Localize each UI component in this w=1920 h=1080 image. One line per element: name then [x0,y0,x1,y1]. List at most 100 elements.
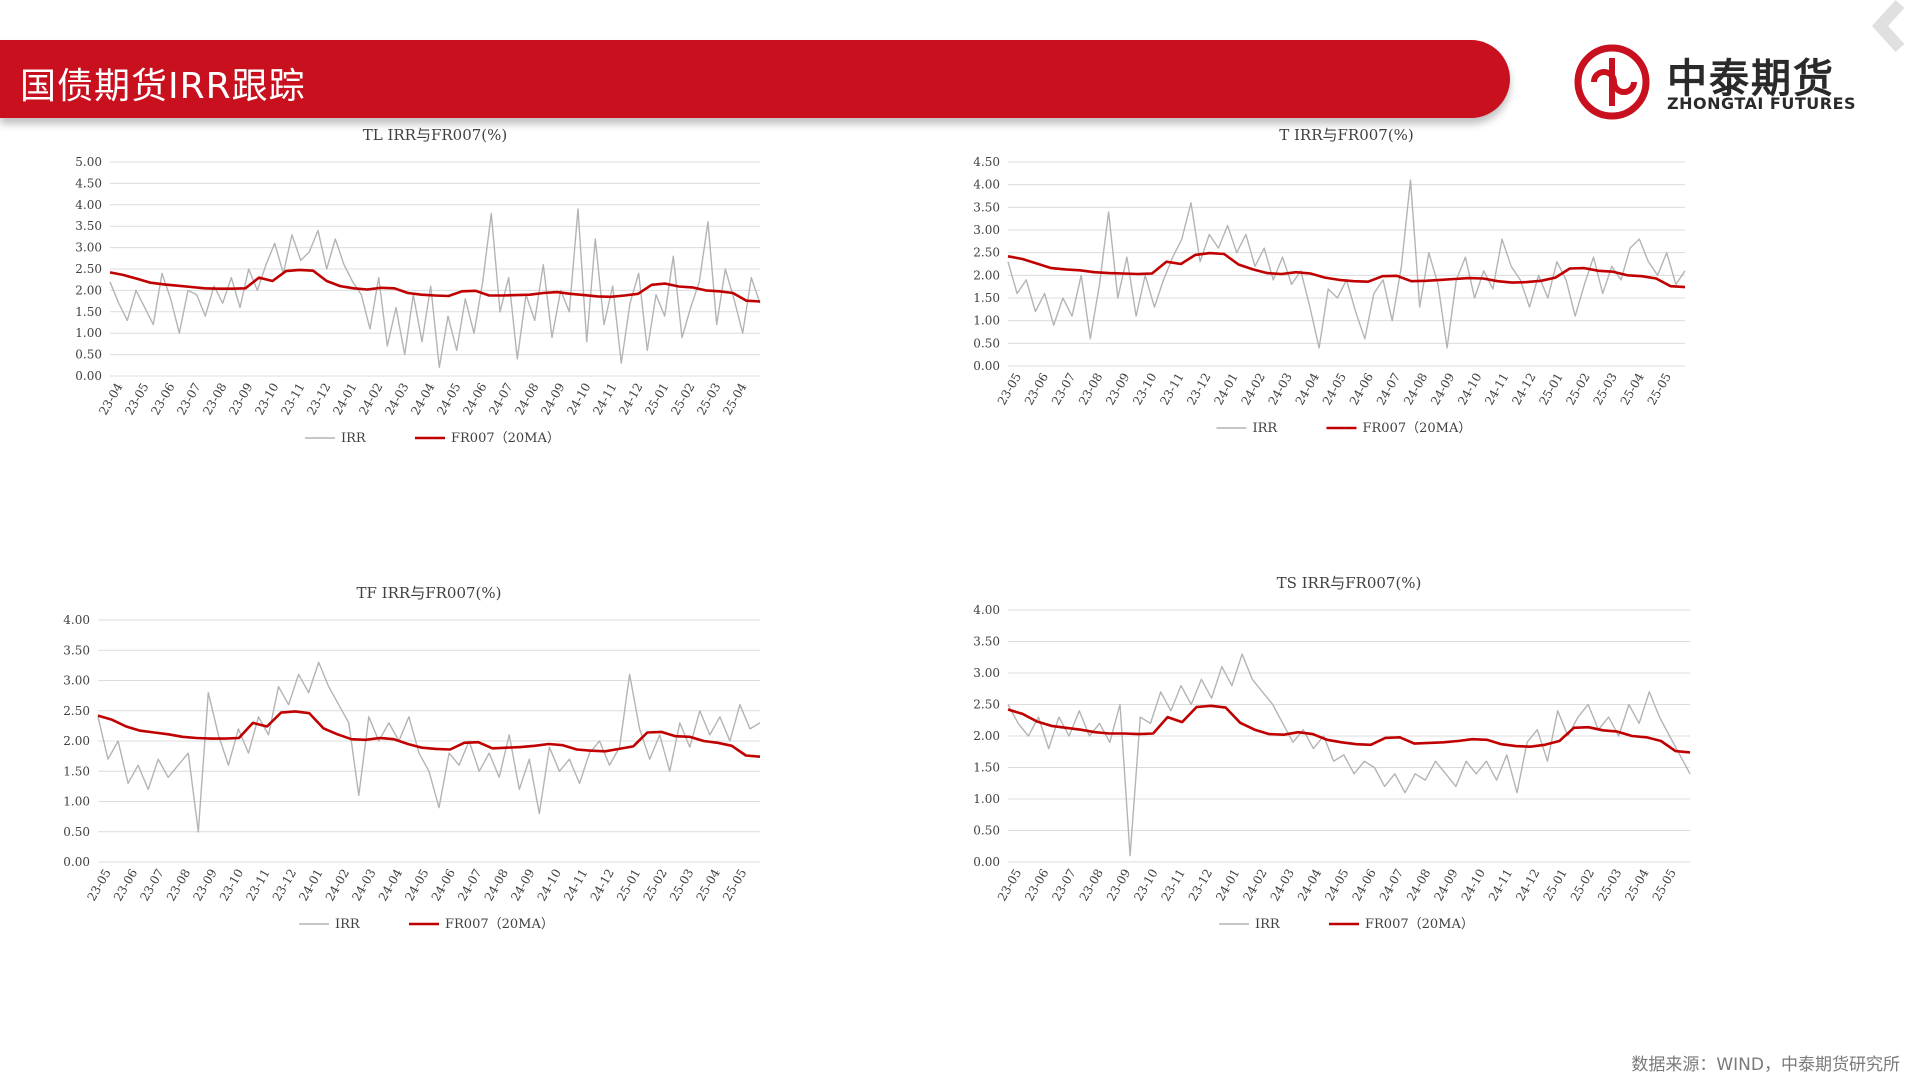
x-tick-label: 23-12 [270,867,299,904]
series-line-irr [97,661,761,833]
x-tick-label: 25-03 [667,867,696,904]
x-tick-label: 24-03 [349,867,378,904]
x-tick-label: 24-01 [296,867,325,904]
x-tick-label: 25-05 [1645,371,1674,408]
legend-label: FR007（20MA） [1363,421,1472,436]
x-tick-label: 23-11 [1158,867,1187,904]
x-tick-label: 23-09 [1104,867,1133,904]
source-note: 数据来源：WIND，中泰期货研究所 [1631,1055,1900,1075]
x-tick-label: 23-06 [1022,867,1051,904]
x-tick-label: 25-03 [1595,867,1624,904]
x-tick-label: 24-05 [402,867,431,904]
x-tick-label: 25-02 [668,381,697,418]
y-tick-label: 2.50 [973,698,1000,712]
x-tick-label: 24-04 [408,380,438,417]
y-tick-label: 2.50 [63,704,90,718]
x-tick-label: 23-06 [111,867,140,904]
x-tick-label: 25-05 [720,867,749,904]
x-tick-label: 24-09 [1431,867,1460,904]
legend-label: IRR [341,431,367,446]
x-tick-label: 23-08 [1076,371,1105,408]
x-tick-label: 24-07 [1377,867,1406,904]
y-tick-label: 5.00 [75,155,102,169]
y-tick-label: 3.50 [973,200,1000,214]
x-tick-label: 23-11 [243,867,272,904]
x-tick-label: 25-04 [693,866,723,903]
x-tick-label: 25-02 [1563,371,1592,408]
x-tick-label: 23-10 [1131,867,1160,904]
x-tick-label: 24-09 [1428,371,1457,408]
y-tick-label: 0.00 [63,855,90,869]
x-tick-label: 24-06 [1349,867,1378,904]
x-tick-label: 23-05 [122,381,151,418]
y-tick-label: 2.00 [63,734,90,748]
x-tick-label: 23-07 [174,381,203,418]
x-tick-label: 24-02 [1240,867,1269,904]
x-tick-label: 23-08 [164,867,193,904]
chart-title: TL IRR与FR007(%) [363,126,508,144]
y-tick-label: 4.00 [75,198,102,212]
logo-text-cn: 中泰期货 [1667,56,1835,102]
x-tick-label: 24-04 [1295,866,1325,903]
x-tick-label: 24-09 [538,381,567,418]
x-tick-label: 23-08 [1077,867,1106,904]
x-tick-label: 24-07 [1374,371,1403,408]
x-tick-label: 24-06 [429,867,458,904]
x-tick-label: 25-01 [614,867,643,904]
header-band [0,40,1510,118]
x-tick-label: 24-02 [1238,371,1267,408]
y-tick-label: 0.00 [973,855,1000,869]
x-tick-label: 23-05 [84,867,113,904]
x-tick-label: 25-01 [642,381,671,418]
x-tick-label: 23-06 [148,381,177,418]
x-tick-label: 25-04 [720,380,750,417]
x-tick-label: 23-05 [995,867,1024,904]
y-tick-label: 0.50 [75,348,102,362]
series-line-irr [1007,653,1691,857]
y-tick-label: 4.00 [63,613,90,627]
logo-text-en: ZHONGTAI FUTURES [1667,94,1857,113]
y-tick-label: 2.00 [973,729,1000,743]
x-tick-label: 24-10 [1455,371,1484,408]
legend-label: IRR [1255,917,1281,932]
x-tick-label: 23-07 [1049,371,1078,408]
series-line-fr007 [109,268,761,303]
legend-label: IRR [1253,421,1279,436]
y-tick-label: 0.50 [973,336,1000,350]
y-tick-label: 4.50 [973,155,1000,169]
x-tick-label: 24-07 [486,381,515,418]
y-tick-label: 1.00 [973,314,1000,328]
y-tick-label: 2.50 [973,246,1000,260]
x-tick-label: 24-07 [455,867,484,904]
y-tick-label: 2.00 [973,268,1000,282]
y-tick-label: 1.00 [973,792,1000,806]
y-tick-label: 0.50 [63,825,90,839]
x-tick-label: 24-02 [323,867,352,904]
y-tick-label: 1.50 [63,764,90,778]
y-tick-label: 1.00 [63,795,90,809]
y-tick-label: 2.50 [75,262,102,276]
x-tick-label: 24-08 [512,381,541,418]
x-tick-label: 24-08 [1401,371,1430,408]
y-tick-label: 0.00 [973,359,1000,373]
x-tick-label: 23-12 [304,381,333,418]
y-tick-label: 1.00 [75,326,102,340]
x-tick-label: 25-01 [1540,867,1569,904]
x-tick-label: 24-05 [434,381,463,418]
x-tick-label: 24-02 [356,381,385,418]
y-tick-label: 4.50 [75,176,102,190]
y-tick-label: 0.00 [75,369,102,383]
x-tick-label: 23-07 [1049,867,1078,904]
y-tick-label: 4.00 [973,603,1000,617]
x-tick-label: 23-04 [96,380,126,417]
x-tick-label: 24-01 [1211,371,1240,408]
x-tick-label: 24-10 [564,381,593,418]
x-tick-label: 23-12 [1186,867,1215,904]
x-tick-label: 25-03 [1590,371,1619,408]
x-tick-label: 24-01 [1213,867,1242,904]
x-tick-label: 24-12 [616,381,645,418]
x-tick-label: 24-04 [376,866,406,903]
back-chevron-icon[interactable] [1872,0,1920,60]
x-tick-label: 24-09 [508,867,537,904]
company-logo: 中泰期货 ZHONGTAI FUTURES [1572,42,1872,122]
